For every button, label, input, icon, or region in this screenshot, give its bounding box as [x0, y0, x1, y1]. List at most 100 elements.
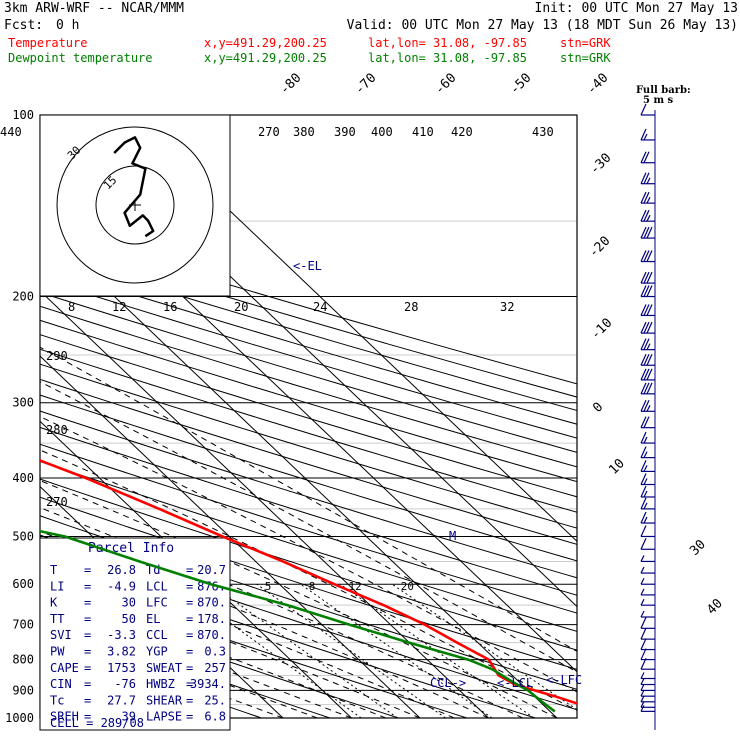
- mixing-ratio-label: 8: [309, 580, 316, 593]
- wind-barb-flag: [640, 617, 647, 629]
- wind-barb-half-flag: [640, 566, 645, 574]
- wind-barb-flag: [643, 304, 650, 316]
- wind-barb-flag: [646, 353, 653, 366]
- moist-adiabat-line: [40, 480, 558, 719]
- forecast-hour: 0 h: [56, 18, 80, 33]
- parcel-row-value-2: 25.: [204, 693, 226, 707]
- level-annotation: M: [449, 529, 456, 543]
- wind-barb-flag: [640, 446, 647, 458]
- wind-barb-flag: [640, 525, 647, 537]
- wind-barb-half-flag: [640, 705, 645, 712]
- wind-barb-flag: [640, 226, 647, 239]
- wind-barb-flag: [646, 321, 653, 334]
- dry-adiabat-line: [40, 426, 577, 596]
- parcel-row-label-2: SHEAR: [146, 693, 183, 707]
- wind-barb-half-flag: [643, 436, 648, 444]
- dry-adiabat-line: [40, 478, 577, 651]
- isotherm-label: 40: [704, 596, 726, 618]
- dry-adiabat-line: [40, 291, 577, 453]
- isotherm-label: -10: [588, 316, 615, 343]
- isotherm-label: 0: [590, 400, 606, 416]
- wind-barb-half-flag: [646, 405, 651, 412]
- parcel-row-label-1: SREH: [50, 710, 79, 724]
- dry-adiabat-line: [40, 348, 577, 513]
- wind-barb-flag: [640, 511, 647, 524]
- dewpoint-legend-name: Dewpoint temperature: [8, 51, 153, 65]
- wind-barb-flag: [643, 382, 650, 395]
- wind-barb-flag: [640, 103, 647, 116]
- parcel-row-eq-2: =: [186, 563, 193, 577]
- mixing-ratio-line: [256, 583, 446, 719]
- parcel-row-value-2: 178.: [197, 612, 226, 626]
- parcel-row-value-2: 870.: [197, 596, 226, 610]
- wind-barb-flag: [640, 250, 647, 262]
- wind-barb-flag: [646, 285, 653, 297]
- wind-barb-flag: [640, 627, 647, 640]
- parcel-row-value-1: 26.8: [107, 563, 136, 577]
- wind-barb-half-flag: [640, 684, 645, 691]
- hodograph-scale-label: 12: [112, 300, 126, 314]
- mixing-ratio-label: 12: [348, 580, 361, 593]
- dry-adiabat-line: [40, 278, 577, 439]
- temperature-legend-latlon: lat,lon= 31.08, -97.85: [368, 36, 527, 50]
- wind-barb-flag: [643, 416, 650, 428]
- wind-barb-flag: [643, 226, 650, 239]
- level-annotations: <-EL CCL-> <-LCL <-LFC M: [293, 259, 582, 690]
- moist-adiabat-line: [40, 586, 386, 719]
- parcel-row-eq-1: =: [84, 563, 91, 577]
- moist-adiabat-line: [40, 449, 577, 712]
- wind-barb-flag: [640, 338, 647, 350]
- parcel-row-value-1: 30: [122, 596, 136, 610]
- pressure-tick-label: 400: [12, 471, 34, 485]
- hodograph-scale-label: 32: [500, 300, 514, 314]
- level-annotation: <-LCL: [497, 676, 533, 690]
- wind-barb-flag: [640, 638, 647, 650]
- wind-barb-flag: [640, 648, 647, 660]
- parcel-row-label-1: T: [50, 563, 57, 577]
- theta-label: 380: [293, 125, 315, 139]
- wind-barb-flag: [640, 382, 647, 395]
- parcel-row-eq-2: =: [186, 661, 193, 675]
- dry-adiabat-line: [40, 227, 577, 385]
- hodograph-scale-label: 16: [163, 300, 177, 314]
- mixing-ratio-label: 5: [265, 580, 272, 593]
- wind-barb-flag: [643, 368, 650, 381]
- wind-barb-flag: [640, 368, 647, 381]
- parcel-row-eq-2: =: [186, 596, 193, 610]
- wind-barb-flag: [640, 353, 647, 366]
- parcel-row-label-2: LAPSE: [146, 710, 182, 724]
- wind-barb-flag: [643, 400, 650, 412]
- parcel-row-value-1: 1753: [107, 661, 136, 675]
- theta-label: 410: [412, 125, 434, 139]
- wind-barb-flag: [640, 321, 647, 334]
- wind-barb-half-flag: [640, 577, 645, 585]
- dry-adiabat-line: [40, 334, 577, 498]
- isotherm-line: [40, 224, 558, 719]
- wind-barb-flag: [640, 485, 647, 498]
- theta-side-label: 280: [46, 423, 68, 437]
- wind-barb-half-flag: [640, 678, 645, 685]
- parcel-row-value-1: 50: [122, 612, 136, 626]
- parcel-row-eq-1: =: [84, 677, 91, 691]
- parcel-row-label-1: LI: [50, 579, 64, 593]
- wind-barb-flag: [646, 382, 653, 395]
- parcel-row-value-1: -3.3: [107, 628, 136, 642]
- parcel-row-eq-1: =: [84, 628, 91, 642]
- wind-barb-flag: [640, 191, 647, 204]
- wind-barb-flag: [640, 416, 647, 428]
- wind-barb-half-flag: [643, 516, 648, 524]
- wind-barb-flag: [643, 285, 650, 297]
- pressure-tick-label: 900: [12, 683, 34, 697]
- wind-barb-half-flag: [643, 502, 648, 510]
- theta-label: 420: [451, 125, 473, 139]
- pressure-tick-label: 500: [12, 529, 34, 543]
- hodograph-ring-inner: [95, 165, 175, 245]
- dry-adiabat-line: [40, 305, 577, 468]
- parcel-row-label-2: HWBZ: [146, 677, 175, 691]
- dry-adiabat-line: [40, 239, 577, 398]
- isotherm-line: [40, 355, 421, 719]
- parcel-row-value-2: 870.: [197, 628, 226, 642]
- moist-adiabat-line: [40, 530, 489, 719]
- wind-barb-flag: [640, 285, 647, 297]
- parcel-row-value-2: 20.7: [197, 563, 226, 577]
